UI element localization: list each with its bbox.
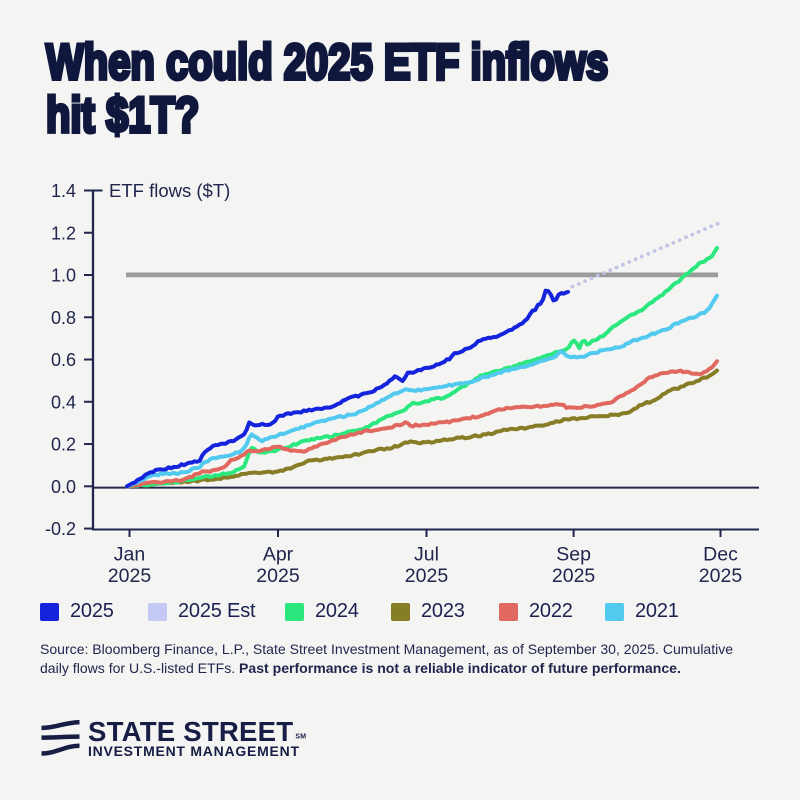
svg-text:Sep: Sep: [556, 544, 591, 566]
svg-text:Jul: Jul: [414, 544, 439, 566]
svg-text:2025: 2025: [405, 565, 449, 587]
svg-text:2025: 2025: [699, 565, 743, 587]
svg-text:2025: 2025: [552, 565, 596, 587]
svg-text:0.0: 0.0: [51, 477, 76, 497]
svg-text:ETF flows ($T): ETF flows ($T): [109, 180, 230, 201]
svg-text:2025: 2025: [256, 565, 300, 587]
svg-text:-0.2: -0.2: [45, 519, 76, 539]
svg-text:0.4: 0.4: [51, 392, 76, 412]
svg-text:Apr: Apr: [263, 544, 294, 566]
svg-text:1.4: 1.4: [51, 181, 76, 201]
svg-text:0.8: 0.8: [51, 308, 76, 328]
svg-text:1.2: 1.2: [51, 223, 76, 243]
svg-text:Dec: Dec: [703, 544, 738, 566]
svg-text:0.6: 0.6: [51, 350, 76, 370]
svg-text:1.0: 1.0: [51, 266, 76, 286]
svg-text:Jan: Jan: [114, 544, 145, 566]
svg-text:2025: 2025: [108, 565, 152, 587]
svg-text:0.2: 0.2: [51, 435, 76, 455]
